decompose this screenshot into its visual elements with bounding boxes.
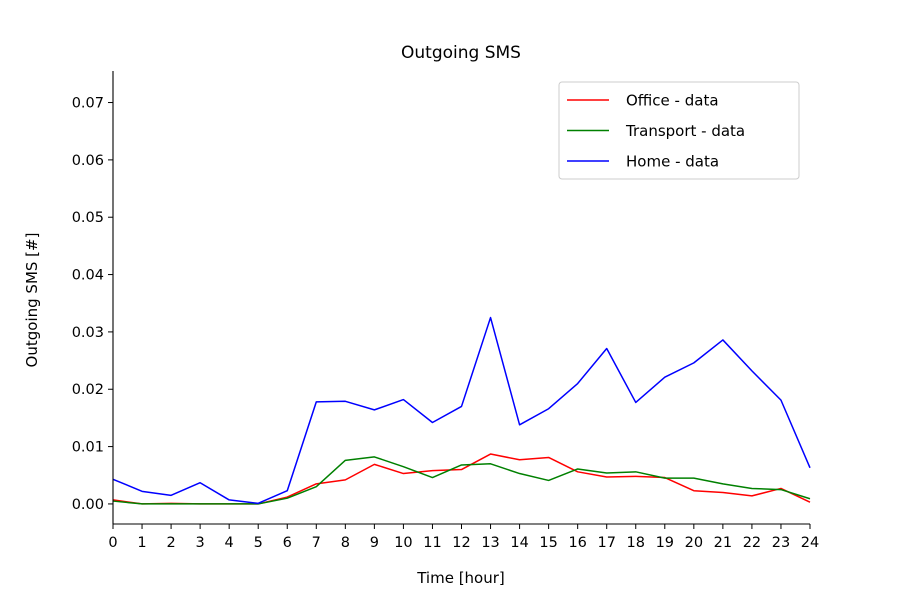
y-tick-label: 0.06 [72,153,104,169]
x-tick-label: 7 [312,535,321,551]
x-tick-label: 0 [108,535,117,551]
x-tick-label: 11 [423,535,441,551]
y-tick-label: 0.04 [72,268,104,284]
x-tick-label: 10 [394,535,412,551]
x-tick-label: 23 [772,535,790,551]
x-tick-label: 1 [137,535,146,551]
y-tick-label: 0.07 [72,96,104,112]
y-tick-label: 0.00 [72,497,104,513]
series-line-transport-data [112,456,811,505]
series-line-office-data [112,453,811,505]
x-tick-label: 12 [452,535,470,551]
series-line-home-data [112,316,811,505]
x-tick-label: 16 [568,535,586,551]
legend-box [558,81,800,180]
legend-label: Home - data [626,153,719,171]
x-tick-label: 14 [510,535,528,551]
x-tick-label: 6 [283,535,292,551]
y-tick-label: 0.02 [72,382,104,398]
y-ticks: 0.00 0.01 0.02 0.03 0.04 0.05 0.06 0.07 [72,96,113,513]
x-axis-label: Time [hour] [416,569,505,587]
x-tick-label: 13 [481,535,499,551]
x-tick-label: 5 [254,535,263,551]
legend-label: Office - data [626,92,719,110]
x-tick-label: 3 [196,535,205,551]
legend-label: Transport - data [625,122,745,140]
x-tick-label: 22 [743,535,761,551]
x-tick-label: 2 [166,535,175,551]
x-tick-label: 17 [597,535,615,551]
y-tick-label: 0.01 [72,440,104,456]
legend: Office - data Transport - data Home - data [558,81,800,180]
series-layer [112,316,811,505]
chart-title: Outgoing SMS [401,43,521,63]
x-tick-label: 9 [370,535,379,551]
x-tick-label: 21 [714,535,732,551]
x-ticks: 0 1 2 3 4 5 6 7 8 9 10 11 12 13 14 15 16 17 18 19 20 21 22 23 24 [108,524,819,551]
y-axis-label: Outgoing SMS [#] [23,233,41,368]
y-tick-label: 0.05 [72,210,104,226]
x-tick-label: 4 [225,535,234,551]
x-tick-label: 19 [656,535,674,551]
x-tick-label: 18 [627,535,645,551]
y-tick-label: 0.03 [72,325,104,341]
x-tick-label: 8 [341,535,350,551]
x-tick-label: 24 [801,535,819,551]
x-tick-label: 20 [685,535,703,551]
x-tick-label: 15 [539,535,557,551]
